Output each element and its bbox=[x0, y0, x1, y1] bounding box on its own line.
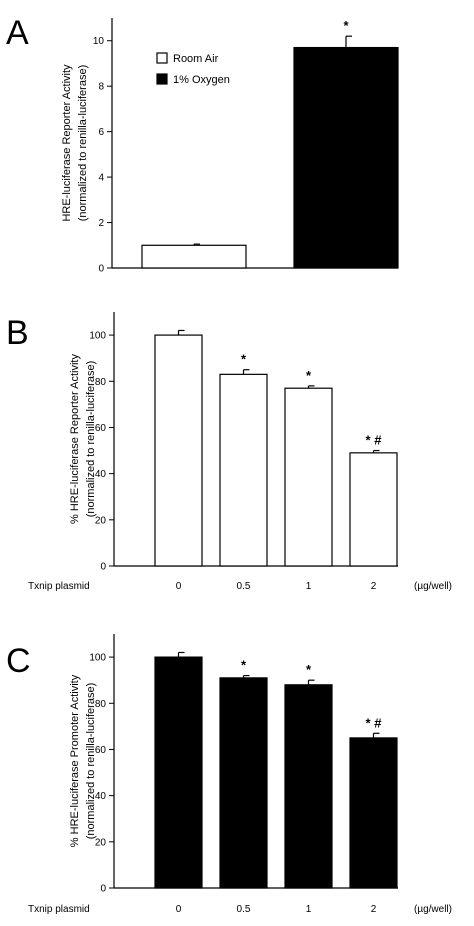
panel-a-ytick-label: 4 bbox=[98, 173, 104, 184]
panel-a-ytick-label: 2 bbox=[98, 218, 104, 229]
panel-a-ytick-label: 0 bbox=[98, 264, 104, 275]
panel-b-sig-2: * bbox=[241, 352, 247, 367]
panel-c-letter: C bbox=[6, 642, 31, 680]
panel-a-ytick-label: 6 bbox=[98, 127, 104, 138]
panel-b-xgroup-label: Txnip plasmid bbox=[28, 581, 90, 592]
panel-c-sig-3: * bbox=[306, 662, 312, 677]
panel-a-ylabel-line-2: (normalized to renilla-luciferase) bbox=[77, 65, 89, 222]
legend-swatch-1 bbox=[156, 52, 168, 64]
panel-c-bar-1 bbox=[154, 656, 203, 889]
panel-c-category-2: 0.5 bbox=[237, 904, 251, 915]
panel-a-bar-2 bbox=[293, 46, 399, 269]
panel-c-ytick-label: 80 bbox=[95, 699, 107, 710]
panel-b-xunit-label: (µg/well) bbox=[414, 581, 452, 592]
panel-b-ytick-label: 20 bbox=[95, 515, 107, 526]
panel-a-ytick-label: 10 bbox=[93, 36, 105, 47]
panel-a-bar-1 bbox=[141, 244, 247, 269]
panel-b-letter: B bbox=[6, 314, 29, 352]
panel-b-ytick-label: 40 bbox=[95, 469, 107, 480]
panel-c-ytick-label: 60 bbox=[95, 745, 107, 756]
panel-b-sig-4: * # bbox=[366, 433, 383, 448]
panel-c-ylabel-line-1: % HRE-luciferase Promoter Activity bbox=[69, 674, 81, 847]
panel-c-bar-4 bbox=[349, 737, 398, 889]
panel-b-bar-2 bbox=[219, 373, 268, 567]
panel-b-ylabel-line-1: % HRE-luciferase Reporter Activity bbox=[69, 354, 81, 524]
panel-b-ytick-label: 0 bbox=[100, 562, 106, 573]
panel-c-bar-3 bbox=[284, 684, 333, 889]
panel-b-category-3: 1 bbox=[306, 581, 312, 592]
panel-c-xunit-label: (µg/well) bbox=[414, 904, 452, 915]
panel-c-ytick-label: 0 bbox=[100, 884, 106, 895]
panel-c-sig-4: * # bbox=[366, 715, 383, 730]
panel-c-category-4: 2 bbox=[371, 904, 377, 915]
panel-a-ytick-label: 8 bbox=[98, 82, 104, 93]
panel-c-ytick-label: 20 bbox=[95, 837, 107, 848]
panel-c-category-3: 1 bbox=[306, 904, 312, 915]
panel-b-category-2: 0.5 bbox=[237, 581, 251, 592]
panel-b-ytick-label: 60 bbox=[95, 423, 107, 434]
panel-b-category-1: 0 bbox=[176, 581, 182, 592]
panel-c-sig-2: * bbox=[241, 658, 247, 673]
panel-b-bar-1 bbox=[154, 334, 203, 567]
panel-c-ytick-label: 40 bbox=[95, 791, 107, 802]
panel-b-ytick-label: 100 bbox=[89, 331, 106, 342]
panel-a-letter: A bbox=[6, 14, 29, 52]
panel-c-category-1: 0 bbox=[176, 904, 182, 915]
panel-b-ylabel-line-2: (normalized to renilla-luciferase) bbox=[85, 361, 97, 518]
legend-label-1: Room Air bbox=[173, 53, 219, 65]
panel-c-xgroup-label: Txnip plasmid bbox=[28, 904, 90, 915]
panel-a-ylabel-line-1: HRE-luciferase Reporter Activity bbox=[61, 64, 73, 222]
panel-c-bar-2 bbox=[219, 677, 268, 889]
panel-b-category-4: 2 bbox=[371, 581, 377, 592]
legend-label-2: 1% Oxygen bbox=[173, 74, 230, 86]
legend-swatch-2 bbox=[156, 73, 168, 85]
panel-b-bar-3 bbox=[284, 387, 333, 567]
panel-a-sig-2: * bbox=[343, 18, 349, 33]
panel-b-bar-4 bbox=[349, 452, 398, 567]
panel-c-ylabel-line-2: (normalized to renilla-luciferase) bbox=[85, 683, 97, 840]
panel-b-ytick-label: 80 bbox=[95, 377, 107, 388]
panel-c-ytick-label: 100 bbox=[89, 653, 106, 664]
panel-b-sig-3: * bbox=[306, 368, 312, 383]
